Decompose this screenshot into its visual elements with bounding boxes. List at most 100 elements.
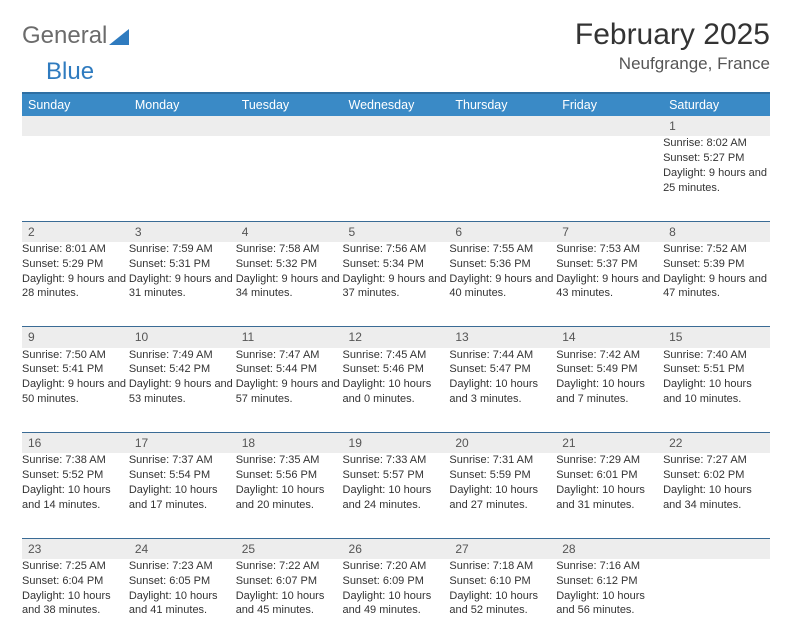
day-number-cell: 19 <box>343 433 450 454</box>
day-number-cell: 28 <box>556 538 663 559</box>
day-detail-cell: Sunrise: 7:45 AMSunset: 5:46 PMDaylight:… <box>343 348 450 433</box>
day-detail-cell: Sunrise: 7:55 AMSunset: 5:36 PMDaylight:… <box>449 242 556 327</box>
day-detail-cell: Sunrise: 7:35 AMSunset: 5:56 PMDaylight:… <box>236 453 343 538</box>
daylight-text: Daylight: 9 hours and 47 minutes. <box>663 272 770 302</box>
day-detail-cell: Sunrise: 7:44 AMSunset: 5:47 PMDaylight:… <box>449 348 556 433</box>
day-detail-cell: Sunrise: 7:23 AMSunset: 6:05 PMDaylight:… <box>129 559 236 644</box>
sunset-text: Sunset: 5:29 PM <box>22 257 129 272</box>
daylight-text: Daylight: 9 hours and 25 minutes. <box>663 166 770 196</box>
empty-cell <box>449 136 556 221</box>
sunset-text: Sunset: 6:01 PM <box>556 468 663 483</box>
sunset-text: Sunset: 6:05 PM <box>129 574 236 589</box>
day-number-cell: 4 <box>236 221 343 242</box>
day-number-row: 232425262728 <box>22 538 770 559</box>
sunset-text: Sunset: 5:52 PM <box>22 468 129 483</box>
day-number-cell: 17 <box>129 433 236 454</box>
sunset-text: Sunset: 5:51 PM <box>663 362 770 377</box>
day-detail-cell: Sunrise: 7:38 AMSunset: 5:52 PMDaylight:… <box>22 453 129 538</box>
sunrise-text: Sunrise: 7:25 AM <box>22 559 129 574</box>
sunset-text: Sunset: 6:02 PM <box>663 468 770 483</box>
day-number-cell: 14 <box>556 327 663 348</box>
sunset-text: Sunset: 6:04 PM <box>22 574 129 589</box>
day-detail-cell: Sunrise: 8:02 AMSunset: 5:27 PMDaylight:… <box>663 136 770 221</box>
day-detail-cell: Sunrise: 7:16 AMSunset: 6:12 PMDaylight:… <box>556 559 663 644</box>
day-number-cell: 26 <box>343 538 450 559</box>
daylight-text: Daylight: 10 hours and 38 minutes. <box>22 589 129 619</box>
day-number-cell: 18 <box>236 433 343 454</box>
day-detail-cell: Sunrise: 7:50 AMSunset: 5:41 PMDaylight:… <box>22 348 129 433</box>
daylight-text: Daylight: 10 hours and 52 minutes. <box>449 589 556 619</box>
day-detail-cell: Sunrise: 7:37 AMSunset: 5:54 PMDaylight:… <box>129 453 236 538</box>
sunset-text: Sunset: 5:54 PM <box>129 468 236 483</box>
daylight-text: Daylight: 10 hours and 41 minutes. <box>129 589 236 619</box>
day-detail-cell: Sunrise: 7:31 AMSunset: 5:59 PMDaylight:… <box>449 453 556 538</box>
day-number-cell: 1 <box>663 116 770 136</box>
day-detail-cell: Sunrise: 7:22 AMSunset: 6:07 PMDaylight:… <box>236 559 343 644</box>
day-detail-cell: Sunrise: 7:59 AMSunset: 5:31 PMDaylight:… <box>129 242 236 327</box>
daylight-text: Daylight: 10 hours and 14 minutes. <box>22 483 129 513</box>
day-detail-cell: Sunrise: 7:25 AMSunset: 6:04 PMDaylight:… <box>22 559 129 644</box>
daylight-text: Daylight: 9 hours and 43 minutes. <box>556 272 663 302</box>
sunrise-text: Sunrise: 7:55 AM <box>449 242 556 257</box>
empty-cell <box>343 136 450 221</box>
day-detail-cell: Sunrise: 7:49 AMSunset: 5:42 PMDaylight:… <box>129 348 236 433</box>
sunset-text: Sunset: 5:41 PM <box>22 362 129 377</box>
weekday-header: Wednesday <box>343 93 450 116</box>
sunrise-text: Sunrise: 7:50 AM <box>22 348 129 363</box>
day-number-cell: 12 <box>343 327 450 348</box>
sunset-text: Sunset: 5:37 PM <box>556 257 663 272</box>
calendar-body: 1Sunrise: 8:02 AMSunset: 5:27 PMDaylight… <box>22 116 770 644</box>
sunrise-text: Sunrise: 7:27 AM <box>663 453 770 468</box>
day-number-cell: 8 <box>663 221 770 242</box>
day-number-cell: 13 <box>449 327 556 348</box>
sunrise-text: Sunrise: 7:58 AM <box>236 242 343 257</box>
sunset-text: Sunset: 5:46 PM <box>343 362 450 377</box>
day-number-cell: 3 <box>129 221 236 242</box>
daylight-text: Daylight: 9 hours and 31 minutes. <box>129 272 236 302</box>
day-detail-cell: Sunrise: 7:58 AMSunset: 5:32 PMDaylight:… <box>236 242 343 327</box>
empty-cell <box>236 136 343 221</box>
daylight-text: Daylight: 10 hours and 31 minutes. <box>556 483 663 513</box>
day-detail-row: Sunrise: 7:50 AMSunset: 5:41 PMDaylight:… <box>22 348 770 433</box>
sunrise-text: Sunrise: 7:56 AM <box>343 242 450 257</box>
day-number-cell: 2 <box>22 221 129 242</box>
daylight-text: Daylight: 9 hours and 34 minutes. <box>236 272 343 302</box>
daylight-text: Daylight: 9 hours and 57 minutes. <box>236 377 343 407</box>
daylight-text: Daylight: 10 hours and 20 minutes. <box>236 483 343 513</box>
day-number-cell: 22 <box>663 433 770 454</box>
sunset-text: Sunset: 5:42 PM <box>129 362 236 377</box>
day-detail-cell: Sunrise: 7:53 AMSunset: 5:37 PMDaylight:… <box>556 242 663 327</box>
day-detail-row: Sunrise: 8:02 AMSunset: 5:27 PMDaylight:… <box>22 136 770 221</box>
sunrise-text: Sunrise: 7:16 AM <box>556 559 663 574</box>
sunrise-text: Sunrise: 7:31 AM <box>449 453 556 468</box>
sunrise-text: Sunrise: 7:20 AM <box>343 559 450 574</box>
daylight-text: Daylight: 9 hours and 40 minutes. <box>449 272 556 302</box>
empty-cell <box>556 136 663 221</box>
sunrise-text: Sunrise: 7:52 AM <box>663 242 770 257</box>
daylight-text: Daylight: 9 hours and 53 minutes. <box>129 377 236 407</box>
day-detail-cell: Sunrise: 7:47 AMSunset: 5:44 PMDaylight:… <box>236 348 343 433</box>
day-detail-cell: Sunrise: 7:52 AMSunset: 5:39 PMDaylight:… <box>663 242 770 327</box>
sunset-text: Sunset: 5:56 PM <box>236 468 343 483</box>
sunset-text: Sunset: 5:36 PM <box>449 257 556 272</box>
day-detail-row: Sunrise: 7:25 AMSunset: 6:04 PMDaylight:… <box>22 559 770 644</box>
sunset-text: Sunset: 5:49 PM <box>556 362 663 377</box>
day-detail-cell: Sunrise: 7:18 AMSunset: 6:10 PMDaylight:… <box>449 559 556 644</box>
day-detail-cell: Sunrise: 7:29 AMSunset: 6:01 PMDaylight:… <box>556 453 663 538</box>
day-detail-cell: Sunrise: 7:56 AMSunset: 5:34 PMDaylight:… <box>343 242 450 327</box>
sunset-text: Sunset: 5:44 PM <box>236 362 343 377</box>
brand-triangle-icon <box>109 29 129 45</box>
sunrise-text: Sunrise: 7:45 AM <box>343 348 450 363</box>
empty-cell <box>129 136 236 221</box>
day-detail-cell: Sunrise: 7:33 AMSunset: 5:57 PMDaylight:… <box>343 453 450 538</box>
daylight-text: Daylight: 10 hours and 56 minutes. <box>556 589 663 619</box>
day-detail-cell: Sunrise: 8:01 AMSunset: 5:29 PMDaylight:… <box>22 242 129 327</box>
day-number-cell <box>663 538 770 559</box>
day-number-cell: 9 <box>22 327 129 348</box>
daylight-text: Daylight: 10 hours and 27 minutes. <box>449 483 556 513</box>
sunrise-text: Sunrise: 7:44 AM <box>449 348 556 363</box>
weekday-header: Monday <box>129 93 236 116</box>
weekday-header-row: Sunday Monday Tuesday Wednesday Thursday… <box>22 93 770 116</box>
brand-part2: Blue <box>46 58 94 85</box>
sunset-text: Sunset: 5:27 PM <box>663 151 770 166</box>
